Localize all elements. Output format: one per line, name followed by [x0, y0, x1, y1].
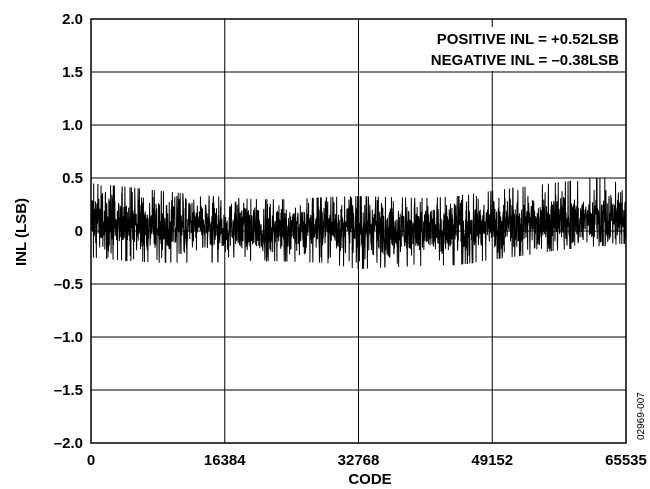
x-tick-label: 32768: [338, 452, 380, 469]
y-tick-label: 0.5: [62, 170, 83, 187]
y-tick-label: –0.5: [54, 276, 83, 293]
plot-frame: [90, 18, 627, 444]
y-tick-label: 1.5: [62, 64, 83, 81]
inl-series-line: [90, 177, 627, 270]
y-tick-label: 2.0: [62, 11, 83, 28]
series-inl-trace: [90, 177, 627, 270]
y-tick-labels: 2.0 1.5 1.0 0.5 0 –0.5 –1.0 –1.5 –2.0: [54, 11, 83, 452]
y-axis-title: INL (LSB): [13, 198, 30, 266]
y-tick-label: 0: [75, 223, 83, 240]
y-tick-label: –1.0: [54, 329, 83, 346]
y-tick-label: –2.0: [54, 435, 83, 452]
x-axis-title: CODE: [348, 471, 391, 488]
annotation-box: [390, 27, 624, 71]
annotation-negative-inl: NEGATIVE INL = –0.38LSB: [431, 52, 619, 69]
x-tick-label: 65535: [605, 452, 647, 469]
x-tick-label: 49152: [471, 452, 513, 469]
annotation-positive-inl: POSITIVE INL = +0.52LSB: [437, 31, 619, 48]
x-tick-label: 0: [87, 452, 95, 469]
figure-id-label: 02969-007: [636, 392, 647, 440]
y-tick-label: 1.0: [62, 117, 83, 134]
x-tick-label: 16384: [204, 452, 246, 469]
x-tick-labels: 0 16384 32768 49152 65535: [87, 452, 647, 469]
y-tick-label: –1.5: [54, 382, 83, 399]
